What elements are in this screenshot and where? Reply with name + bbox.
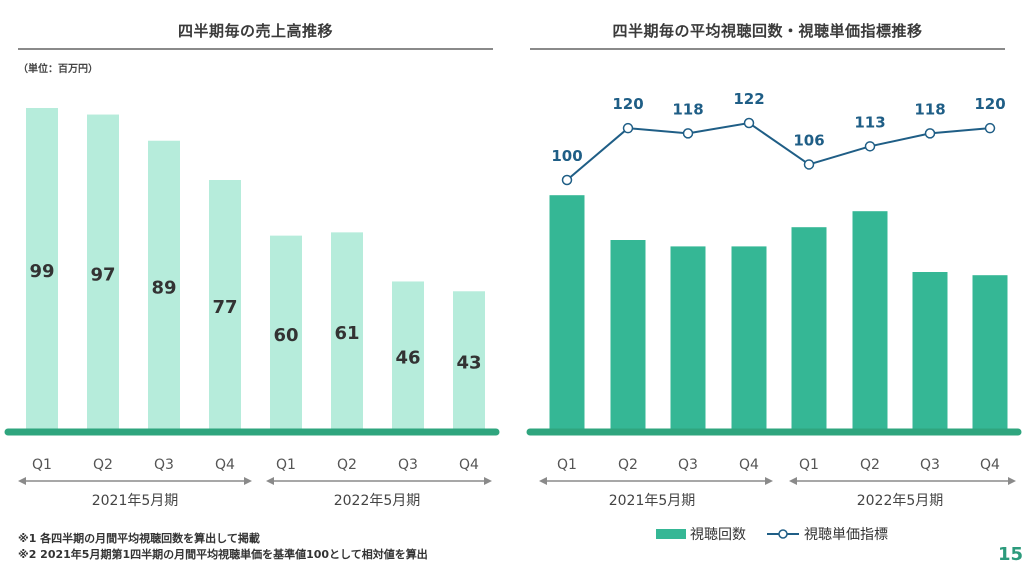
price-index-value-label: 118 bbox=[672, 100, 703, 118]
views-bar bbox=[852, 211, 888, 432]
sales-bar bbox=[26, 108, 58, 432]
price-index-point bbox=[864, 141, 876, 152]
left-x-tick-label: Q2 bbox=[93, 457, 113, 473]
views-bar bbox=[791, 227, 827, 432]
right-chart-title: 四半期毎の平均視聴回数・視聴単価指標推移 bbox=[612, 22, 923, 40]
views-bar bbox=[549, 195, 585, 432]
left-period-arrow-head-right bbox=[244, 477, 252, 485]
sales-value-label: 60 bbox=[273, 325, 298, 346]
price-index-value-label: 113 bbox=[854, 113, 885, 131]
sales-bar bbox=[453, 291, 485, 432]
chart-legend: 視聴回数 視聴単価指標 bbox=[656, 524, 902, 544]
left-x-tick-label: Q2 bbox=[337, 457, 357, 473]
right-x-tick-label: Q4 bbox=[980, 457, 1000, 473]
left-x-tick-label: Q4 bbox=[459, 457, 479, 473]
price-index-value-label: 118 bbox=[914, 100, 945, 118]
legend-item-views: 視聴回数 bbox=[656, 524, 746, 544]
views-bar bbox=[731, 246, 767, 432]
left-x-tick-label: Q3 bbox=[398, 457, 418, 473]
legend-bar-swatch bbox=[656, 529, 686, 539]
right-period-label: 2022年5月期 bbox=[857, 493, 944, 509]
right-title-rule bbox=[530, 48, 1005, 50]
left-period-label: 2021年5月期 bbox=[92, 493, 179, 509]
footnote-1: ※1 各四半期の月間平均視聴回数を算出して掲載 bbox=[18, 532, 260, 545]
price-index-point bbox=[803, 159, 815, 170]
right-x-tick-label: Q1 bbox=[799, 457, 819, 473]
right-period-arrow-head-left bbox=[789, 477, 797, 485]
price-index-point bbox=[924, 128, 936, 139]
left-x-tick-label: Q4 bbox=[215, 457, 235, 473]
right-period-arrow-head-right bbox=[1008, 477, 1016, 485]
right-x-tick-label: Q2 bbox=[860, 457, 880, 473]
price-index-point bbox=[561, 174, 573, 186]
page-number: 15 bbox=[997, 544, 1023, 565]
legend-views-label: 視聴回数 bbox=[690, 527, 746, 543]
right-period-arrow-head-right bbox=[765, 477, 773, 485]
legend-line-swatch bbox=[767, 529, 799, 539]
right-x-tick-label: Q3 bbox=[920, 457, 940, 473]
sales-value-label: 77 bbox=[212, 297, 237, 318]
footnote-2: ※2 2021年5月期第1四半期の月間平均視聴単価を基準値100として相対値を算… bbox=[18, 548, 428, 561]
legend-price-label: 視聴単価指標 bbox=[804, 527, 888, 543]
right-x-tick-label: Q4 bbox=[739, 457, 759, 473]
sales-value-label: 46 bbox=[395, 348, 420, 369]
sales-value-label: 43 bbox=[456, 353, 481, 374]
price-index-value-label: 100 bbox=[551, 147, 582, 165]
price-index-value-label: 122 bbox=[733, 90, 764, 108]
price-index-value-label: 106 bbox=[793, 131, 824, 149]
price-index-point bbox=[984, 122, 996, 134]
price-index-point bbox=[622, 122, 634, 134]
left-title-rule bbox=[18, 48, 493, 50]
price-index-point bbox=[743, 117, 755, 129]
legend-item-price: 視聴単価指標 bbox=[766, 524, 888, 544]
views-bar bbox=[972, 275, 1008, 432]
price-index-value-label: 120 bbox=[974, 95, 1005, 113]
right-x-tick-label: Q1 bbox=[557, 457, 577, 473]
left-x-tick-label: Q1 bbox=[276, 457, 296, 473]
sales-bar bbox=[270, 235, 302, 432]
sales-bar bbox=[148, 140, 180, 432]
sales-value-label: 97 bbox=[90, 264, 115, 285]
views-bar bbox=[610, 240, 646, 432]
sales-value-label: 99 bbox=[29, 261, 54, 282]
right-x-tick-label: Q3 bbox=[678, 457, 698, 473]
left-period-label: 2022年5月期 bbox=[334, 493, 421, 509]
left-x-tick-label: Q3 bbox=[154, 457, 174, 473]
views-bar bbox=[912, 272, 948, 432]
left-chart-title: 四半期毎の売上高推移 bbox=[177, 22, 333, 40]
price-index-value-label: 120 bbox=[612, 95, 643, 113]
right-period-arrow-head-left bbox=[539, 477, 547, 485]
left-period-arrow-head-left bbox=[266, 477, 274, 485]
sales-bar bbox=[209, 180, 241, 432]
unit-note: （単位：百万円） bbox=[18, 64, 98, 75]
views-bar bbox=[670, 246, 706, 432]
sales-bar bbox=[392, 281, 424, 432]
sales-value-label: 89 bbox=[151, 277, 176, 298]
sales-bar bbox=[331, 232, 363, 432]
left-x-tick-label: Q1 bbox=[32, 457, 52, 473]
price-index-point bbox=[682, 128, 694, 139]
price-index-line bbox=[566, 121, 991, 181]
left-period-arrow-head-left bbox=[18, 477, 26, 485]
right-period-label: 2021年5月期 bbox=[609, 493, 696, 509]
left-period-arrow-head-right bbox=[484, 477, 492, 485]
right-x-tick-label: Q2 bbox=[618, 457, 638, 473]
sales-bar bbox=[87, 114, 119, 432]
sales-value-label: 61 bbox=[334, 323, 359, 344]
